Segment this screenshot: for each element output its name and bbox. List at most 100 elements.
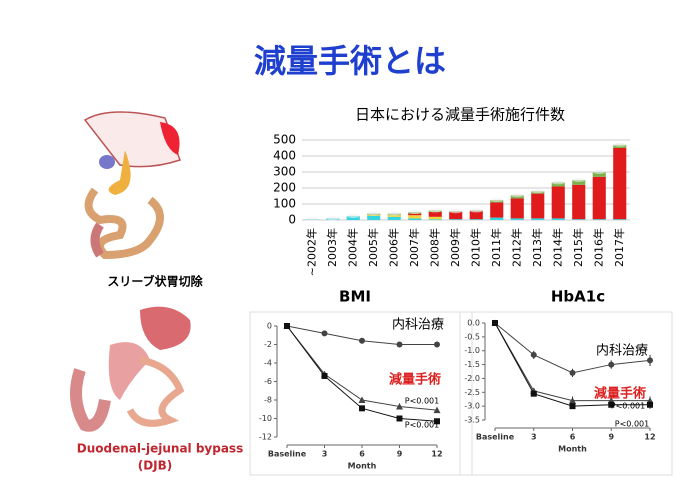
annotation: P<0.001 bbox=[615, 420, 649, 429]
bar-top bbox=[469, 208, 483, 213]
y-tick-label: -0.5 bbox=[464, 332, 480, 341]
annotation: P<0.001 bbox=[611, 402, 645, 411]
bar-top bbox=[367, 211, 381, 216]
y-tick-label: 300 bbox=[273, 165, 296, 179]
bar-top bbox=[510, 193, 524, 198]
bar-top bbox=[449, 209, 463, 214]
x-tick-label: 2010年 bbox=[468, 228, 482, 267]
marker bbox=[321, 330, 328, 337]
y-tick-label: -2 bbox=[264, 340, 272, 349]
chart-title: HbA1c bbox=[551, 288, 605, 306]
marker bbox=[359, 405, 365, 412]
x-tick-label: 2012年 bbox=[509, 228, 523, 267]
bar-top bbox=[490, 198, 504, 202]
annotation: 減量手術 bbox=[389, 372, 441, 388]
bar-segment bbox=[510, 198, 524, 219]
x-tick-label: 2007年 bbox=[407, 228, 421, 267]
x-tick-label: 2003年 bbox=[325, 228, 339, 267]
marker bbox=[321, 372, 328, 379]
marker bbox=[434, 418, 440, 425]
marker bbox=[358, 396, 366, 403]
bar-segment bbox=[572, 219, 586, 220]
y-tick-label: -2.5 bbox=[464, 388, 480, 397]
bar-top bbox=[305, 217, 319, 222]
marker bbox=[434, 341, 440, 348]
panel-frame bbox=[459, 311, 673, 476]
chart-title: BMI bbox=[339, 288, 371, 306]
marker bbox=[569, 369, 576, 376]
annotation: 内科治療 bbox=[392, 317, 444, 333]
marker bbox=[396, 415, 403, 422]
bar-segment bbox=[510, 218, 524, 220]
y-tick-label: -12 bbox=[259, 433, 272, 442]
y-tick-label: -6 bbox=[264, 377, 272, 386]
y-tick-label: -4 bbox=[264, 359, 272, 368]
marker bbox=[647, 357, 653, 364]
marker bbox=[569, 403, 576, 410]
bar-segment bbox=[469, 211, 483, 220]
x-tick-label: 3 bbox=[322, 450, 328, 459]
bar-segment bbox=[408, 213, 422, 216]
bar-segment bbox=[449, 212, 463, 220]
bar-top bbox=[551, 180, 565, 185]
bar-segment bbox=[592, 172, 606, 177]
x-tick-label: 2014年 bbox=[550, 228, 564, 267]
bar-segment bbox=[551, 218, 565, 220]
bar-top bbox=[428, 208, 442, 213]
bar-segment bbox=[613, 148, 627, 220]
bar-segment bbox=[408, 218, 422, 220]
annotation: 減量手術 bbox=[594, 386, 646, 402]
slide-title: 減量手術とは bbox=[254, 42, 446, 80]
y-tick-label: -1.0 bbox=[464, 346, 480, 355]
bar-top bbox=[408, 210, 422, 214]
bar-segment bbox=[387, 215, 401, 217]
x-tick-label: 9 bbox=[397, 450, 403, 459]
marker bbox=[396, 341, 403, 348]
annotation: 内科治療 bbox=[596, 343, 648, 359]
marker bbox=[284, 323, 290, 329]
marker bbox=[359, 337, 365, 344]
bar-segment bbox=[592, 219, 606, 220]
annotation: P<0.001 bbox=[405, 397, 439, 406]
bar-segment bbox=[531, 218, 545, 220]
x-tick-label: 2005年 bbox=[366, 228, 380, 267]
y-tick-label: -8 bbox=[264, 396, 272, 405]
y-tick-label: 400 bbox=[273, 149, 296, 163]
x-tick-label: 2004年 bbox=[345, 228, 359, 267]
figure-label: (DJB) bbox=[138, 459, 173, 473]
sleeve-illustration bbox=[83, 111, 181, 260]
x-tick-label: 9 bbox=[608, 433, 614, 442]
chart-title: 日本における減量手術施行件数 bbox=[355, 106, 565, 124]
x-tick-label: 12 bbox=[431, 450, 442, 459]
x-tick-label: 2008年 bbox=[427, 228, 441, 267]
bar-segment bbox=[613, 219, 627, 220]
x-tick-label: 2009年 bbox=[448, 228, 462, 267]
x-tick-label: 2013年 bbox=[530, 228, 544, 267]
bar-segment bbox=[428, 219, 442, 220]
bar-top bbox=[592, 170, 606, 174]
x-tick-label: 2015年 bbox=[571, 228, 585, 267]
annotation: P<0.001 bbox=[405, 421, 439, 430]
y-tick-label: -2.0 bbox=[464, 374, 480, 383]
y-tick-label: 500 bbox=[273, 133, 296, 147]
bar-top bbox=[613, 142, 627, 147]
marker bbox=[396, 402, 403, 410]
bar-segment bbox=[490, 202, 504, 218]
x-tick-label: Baseline bbox=[268, 450, 307, 459]
y-tick-label: -3.0 bbox=[464, 402, 480, 411]
x-tick-label: 6 bbox=[570, 433, 576, 442]
bar-top bbox=[326, 216, 340, 221]
bar-segment bbox=[469, 219, 483, 220]
x-tick-label: Baseline bbox=[476, 433, 515, 442]
bar-segment bbox=[408, 215, 422, 219]
y-tick-label: 0.0 bbox=[467, 319, 480, 328]
x-tick-label: 2006年 bbox=[386, 228, 400, 267]
x-tick-label: ~2002年 bbox=[304, 228, 318, 276]
bar-segment bbox=[572, 184, 586, 220]
marker bbox=[608, 361, 615, 368]
marker bbox=[608, 401, 615, 408]
marker bbox=[530, 390, 537, 397]
bar-segment bbox=[490, 217, 504, 220]
marker bbox=[647, 401, 653, 408]
y-tick-label: -10 bbox=[259, 414, 272, 423]
